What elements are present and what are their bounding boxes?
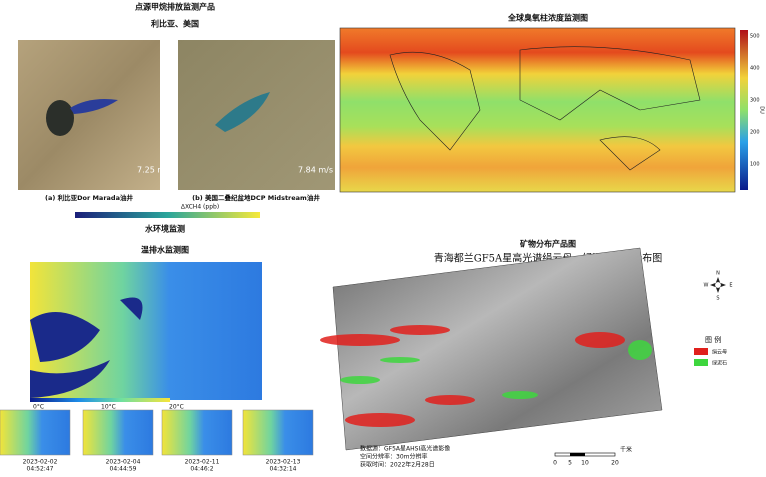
compass-letter: S [716, 296, 719, 302]
legend-swatch [694, 359, 708, 366]
mineral-patch [575, 332, 625, 348]
thermal-thumbnail [242, 409, 314, 456]
colorbar-unit: DU [759, 106, 765, 114]
section-title: 水环境监测 [144, 224, 185, 234]
colorbar-tick: 500 [750, 34, 760, 40]
colorbar-tick: 20°C [169, 404, 184, 411]
mineral-patch [390, 325, 450, 335]
timestamp-date: 2023-02-04 [106, 459, 141, 466]
header-title: 点源甲烷排放监测产品 [135, 2, 215, 12]
legend-swatch [694, 348, 708, 355]
scale-label: 0 [553, 460, 557, 467]
scale-label: 10 [581, 460, 589, 467]
timestamp-time: 04:32:14 [270, 466, 297, 473]
cold-area [30, 297, 143, 398]
map-title: 温排水监测图 [141, 245, 189, 255]
colorbar [740, 30, 748, 190]
mineral-patch [502, 391, 538, 399]
colorbar-tick: 300 [750, 98, 760, 104]
satellite-image [178, 40, 335, 190]
colorbar-tick: 400 [750, 66, 760, 72]
mineral-patch [628, 340, 652, 360]
timestamp-date: 2023-02-13 [266, 459, 301, 466]
legend-label: 绿泥石 [712, 360, 727, 367]
colorbar [75, 212, 260, 218]
colorbar-label: ΔXCH4 (ppb) [181, 204, 219, 211]
timestamp-date: 2023-02-11 [185, 459, 220, 466]
map-note: 获取时间：2022年2月28日 [360, 461, 435, 469]
section-title: 矿物分布产品图 [520, 239, 576, 249]
compass-letter: W [704, 283, 709, 289]
satellite-image [18, 40, 160, 190]
colorbar-tick: 10°C [101, 404, 116, 411]
scale-label: 5 [568, 460, 572, 467]
timestamp-time: 04:44:59 [110, 466, 137, 473]
mineral-patch [380, 357, 420, 363]
mineral-patch [340, 376, 380, 384]
map-title: 全球臭氧柱浓度监测图 [507, 13, 588, 23]
plume [215, 92, 270, 132]
compass-letter: E [729, 283, 732, 289]
mineral-patch [345, 413, 415, 427]
thermal-thumbnail [82, 409, 154, 456]
timestamp-time: 04:52:47 [27, 466, 54, 473]
mineral-patch [320, 334, 400, 346]
scale-bar [570, 453, 585, 456]
colorbar [30, 398, 170, 402]
legend-label: 绢云母 [712, 349, 727, 356]
legend-title: 图 例 [705, 335, 721, 344]
thermal-thumbnail [161, 409, 233, 456]
compass [710, 277, 726, 293]
mineral-patch [425, 395, 475, 405]
mineral-map [332, 247, 663, 451]
colorbar-tick: 200 [750, 130, 760, 136]
map-note: 数据源：GF5A星AHSI高光谱影像 [360, 445, 450, 453]
ozone-map [339, 27, 736, 193]
wind-label: 7.84 m/s [298, 166, 333, 175]
colorbar-tick: 100 [750, 162, 760, 168]
timestamp-date: 2023-02-02 [23, 459, 58, 466]
plume [70, 99, 118, 114]
header-subtitle: 利比亚、美国 [150, 19, 199, 29]
panel-caption: (a) 利比亚Dor Marada油井 [45, 193, 133, 202]
panel-caption: (b) 美国二叠纪盆地DCP Midstream油井 [192, 193, 320, 202]
scale-unit: 千米 [620, 446, 632, 454]
coastline [389, 46, 701, 171]
thermal-thumbnail [0, 409, 71, 456]
colorbar-tick: 0°C [33, 404, 44, 411]
timestamp-time: 04:46:2 [190, 466, 213, 473]
wind-label: 7.25 m/s [137, 166, 172, 175]
map-note: 空间分辨率：30m分辨率 [360, 453, 427, 461]
scale-label: 20 [611, 460, 619, 467]
lake [46, 100, 74, 136]
compass-letter: N [716, 271, 720, 277]
